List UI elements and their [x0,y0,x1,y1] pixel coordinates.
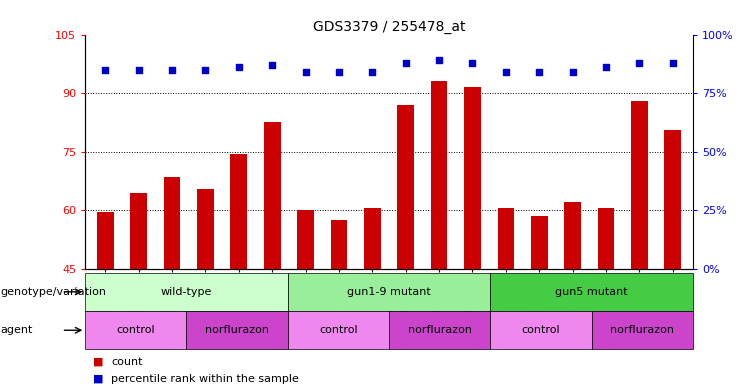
Point [433,57,445,63]
Bar [431,81,448,269]
Text: ■: ■ [93,374,103,384]
Point [667,60,679,66]
Point [366,69,378,75]
Bar [364,208,381,269]
Point [567,69,579,75]
Point [500,69,512,75]
Bar [130,193,147,269]
Bar [187,311,288,349]
Text: norflurazon: norflurazon [205,325,269,335]
Point [99,67,111,73]
Point [333,69,345,75]
Bar [591,311,693,349]
Bar [665,130,681,269]
Bar [197,189,213,269]
Point [166,67,178,73]
Bar [164,177,180,269]
Bar [631,101,648,269]
Bar [491,311,591,349]
Point [266,62,278,68]
Bar [491,273,693,311]
Bar [85,311,187,349]
Text: gun1-9 mutant: gun1-9 mutant [347,287,431,297]
Point [634,60,645,66]
Bar [598,208,614,269]
Text: ■: ■ [93,356,103,367]
Bar [464,87,481,269]
Text: percentile rank within the sample: percentile rank within the sample [111,374,299,384]
Bar [565,202,581,269]
Bar [97,212,113,269]
Text: norflurazon: norflurazon [610,325,674,335]
Text: control: control [319,325,358,335]
Text: count: count [111,356,143,367]
Text: control: control [522,325,560,335]
Bar [397,105,414,269]
Bar [288,273,491,311]
Point [233,64,245,70]
Bar [288,311,389,349]
Point [299,69,311,75]
Bar [264,122,281,269]
Text: genotype/variation: genotype/variation [1,287,107,297]
Bar [531,216,548,269]
Point [467,60,479,66]
Bar [497,208,514,269]
Text: control: control [116,325,155,335]
Text: agent: agent [1,325,33,335]
Text: wild-type: wild-type [161,287,212,297]
Bar [85,273,288,311]
Point [600,64,612,70]
Bar [230,154,247,269]
Text: gun5 mutant: gun5 mutant [555,287,628,297]
Point [133,67,144,73]
Point [534,69,545,75]
Point [400,60,412,66]
Title: GDS3379 / 255478_at: GDS3379 / 255478_at [313,20,465,33]
Point [199,67,211,73]
Text: norflurazon: norflurazon [408,325,472,335]
Bar [297,210,314,269]
Bar [330,220,348,269]
Bar [389,311,491,349]
